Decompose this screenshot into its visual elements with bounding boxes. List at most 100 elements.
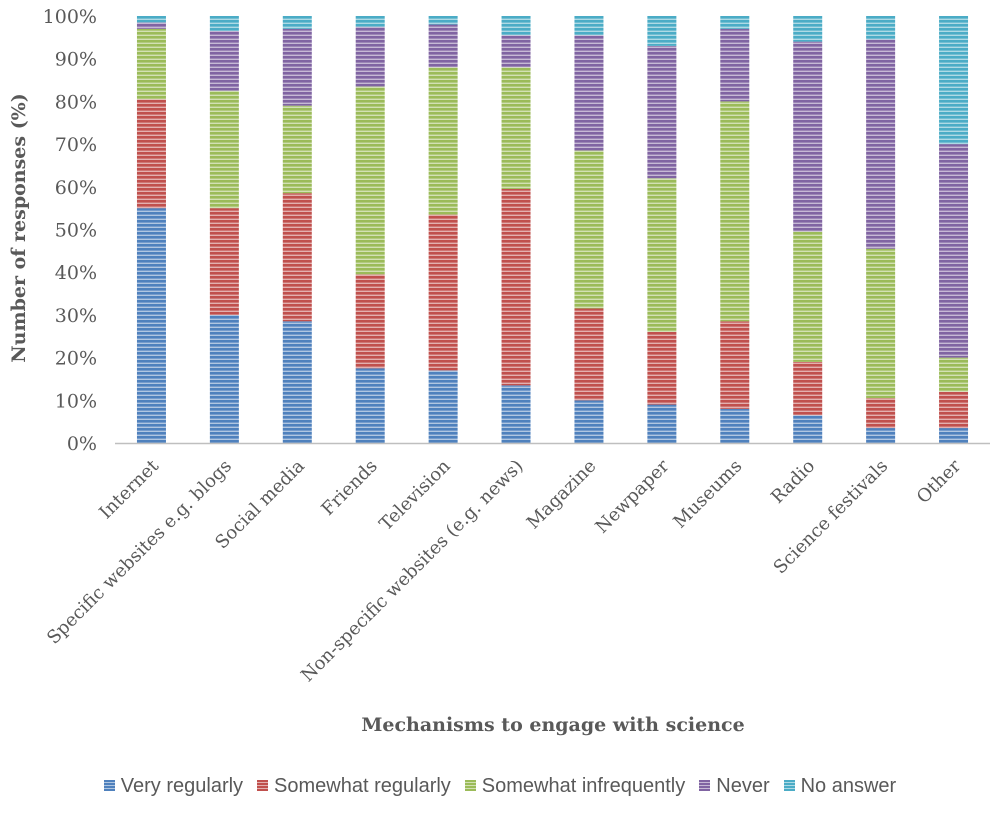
bar-segment: [720, 28, 750, 102]
x-axis-title: Mechanisms to engage with science: [361, 714, 744, 736]
bars: [136, 16, 969, 443]
bar-segment: [866, 39, 896, 249]
bar-segment: [939, 391, 969, 429]
x-category-label: Newpaper: [591, 455, 673, 537]
legend-label: Very regularly: [120, 775, 244, 797]
x-category-label: Magazine: [523, 456, 601, 534]
bar-segment: [209, 314, 239, 443]
bar-segment: [939, 144, 969, 358]
bar-segment: [136, 16, 166, 23]
bar-segment: [282, 105, 312, 194]
bar-segment: [209, 208, 239, 315]
y-tick-label: 0%: [67, 433, 97, 455]
bar-segment: [136, 208, 166, 443]
bar-segment: [428, 214, 458, 371]
bar-segment: [793, 41, 823, 232]
bar-segment: [282, 193, 312, 322]
bar-segment: [647, 404, 677, 443]
bar-segment: [866, 398, 896, 429]
bar-segment: [355, 26, 385, 87]
bar-segment: [574, 150, 604, 309]
bar-segment: [939, 16, 969, 145]
y-tick-label: 10%: [55, 390, 97, 412]
bar-segment: [574, 400, 604, 443]
bar-segment: [209, 16, 239, 31]
x-category-label: Television: [375, 455, 454, 534]
bar-segment: [428, 67, 458, 215]
bar-segment: [647, 16, 677, 46]
bar-segment: [355, 368, 385, 443]
bar-segment: [866, 16, 896, 40]
bar-segment: [939, 428, 969, 443]
y-tick-label: 90%: [55, 49, 97, 71]
bar-segment: [866, 248, 896, 399]
legend-swatch: [103, 780, 115, 791]
bar-segment: [939, 357, 969, 392]
legend-label: Somewhat regularly: [274, 775, 451, 797]
y-tick-label: 60%: [55, 177, 97, 199]
legend: Very regularly Somewhat regularly Somewhat…: [0, 775, 1000, 798]
bar-segment: [355, 86, 385, 275]
bar-segment: [136, 99, 166, 209]
bar-segment: [282, 16, 312, 29]
bar-segment: [720, 101, 750, 322]
legend-item: No answer: [783, 775, 897, 798]
legend-item: Very regularly: [103, 775, 244, 798]
bar-segment: [501, 16, 531, 36]
bar-segment: [428, 370, 458, 443]
legend-swatch: [464, 780, 476, 791]
legend-swatch: [257, 780, 269, 791]
bar-segment: [209, 90, 239, 209]
x-category-label: Internet: [95, 455, 163, 523]
bar-segment: [428, 24, 458, 68]
x-category-label: Friends: [317, 456, 381, 520]
bar-segment: [136, 22, 166, 29]
bar-segment: [793, 16, 823, 42]
stacked-bar-chart: 0% 10% 20% 30% 40% 50% 60% 70% 80% 90% 100% Intern…: [8, 6, 990, 736]
legend-item: Somewhat infrequently: [464, 775, 686, 798]
legend-item: Somewhat regularly: [257, 775, 451, 798]
bar-segment: [793, 361, 823, 416]
y-tick-label: 50%: [55, 220, 97, 242]
bar-segment: [647, 45, 677, 179]
legend-label: Never: [716, 775, 770, 797]
x-category-label: Radio: [767, 456, 819, 508]
legend-swatch: [783, 780, 795, 791]
bar-segment: [574, 308, 604, 401]
x-category-label: Other: [913, 455, 965, 507]
bar-segment: [574, 35, 604, 151]
bar-segment: [647, 331, 677, 405]
bar-segment: [428, 16, 458, 25]
x-category-label: Museums: [669, 456, 746, 533]
bar-segment: [282, 321, 312, 443]
y-axis-ticks: 0% 10% 20% 30% 40% 50% 60% 70% 80% 90% 100%: [43, 6, 97, 455]
bar-segment: [136, 28, 166, 100]
bar-segment: [501, 67, 531, 189]
bar-segment: [793, 231, 823, 362]
bar-segment: [720, 321, 750, 409]
legend-item: Never: [699, 775, 770, 798]
bar-segment: [282, 28, 312, 106]
bar-segment: [720, 16, 750, 29]
bar-segment: [720, 408, 750, 443]
bar-segment: [209, 30, 239, 91]
y-tick-label: 70%: [55, 134, 97, 156]
y-tick-label: 80%: [55, 91, 97, 113]
bar-segment: [355, 16, 385, 27]
bar-segment: [866, 428, 896, 443]
bar-segment: [793, 415, 823, 443]
y-tick-label: 20%: [55, 348, 97, 370]
legend-label: Somewhat infrequently: [481, 775, 686, 797]
bar-segment: [355, 274, 385, 369]
y-axis-title: Number of responses (%): [8, 93, 30, 362]
legend-swatch: [699, 780, 711, 791]
legend-label: No answer: [800, 775, 897, 797]
bar-segment: [574, 16, 604, 36]
bar-segment: [647, 178, 677, 332]
y-tick-label: 30%: [55, 305, 97, 327]
bar-segment: [501, 188, 531, 386]
y-tick-label: 40%: [55, 262, 97, 284]
bar-segment: [501, 35, 531, 68]
